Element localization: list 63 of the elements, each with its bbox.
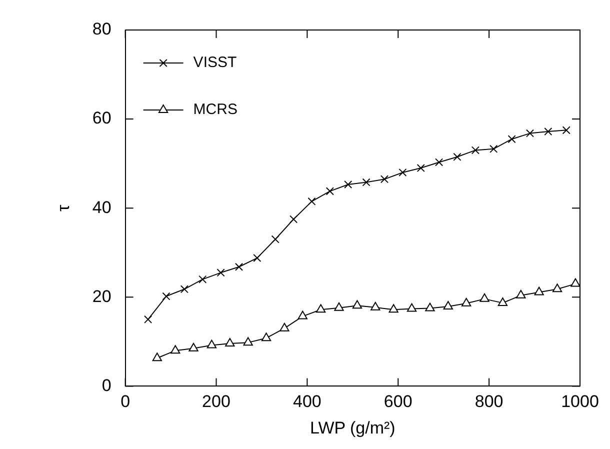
y-tick-label: 80 [92, 20, 112, 39]
point [425, 302, 435, 312]
point [216, 268, 225, 277]
point [480, 293, 490, 302]
x-tick-label: 1000 [561, 392, 599, 412]
point [152, 352, 162, 362]
x-tick-label: 400 [293, 392, 322, 412]
x-tick-label: 800 [474, 392, 504, 412]
point [398, 168, 407, 177]
point [471, 146, 480, 154]
point [162, 292, 170, 300]
point [334, 302, 344, 311]
legend-label: VISST [193, 54, 237, 72]
point [416, 164, 425, 172]
point [352, 300, 362, 309]
point [253, 254, 262, 262]
point [316, 304, 326, 313]
point [380, 175, 389, 184]
point [443, 301, 453, 310]
point [552, 284, 562, 292]
point [308, 197, 316, 206]
point [188, 342, 198, 352]
point [516, 290, 526, 298]
point [170, 345, 180, 354]
legend-label: MCRS [193, 101, 238, 118]
point [544, 127, 552, 136]
point [562, 126, 570, 134]
point [298, 310, 308, 320]
point [280, 322, 290, 332]
y-axis-title: τ [54, 204, 73, 212]
point [388, 304, 398, 313]
point [326, 187, 334, 196]
point [435, 158, 444, 166]
point [508, 135, 516, 144]
point [406, 303, 417, 312]
point [526, 129, 534, 138]
point [206, 340, 217, 348]
x-axis-title: LWP (g/m²) [310, 418, 396, 438]
point [370, 302, 380, 310]
point [344, 180, 352, 189]
y-tick-label: 60 [92, 108, 112, 128]
point [243, 337, 253, 346]
x-tick-label: 0 [120, 392, 130, 412]
point [180, 285, 188, 294]
point [498, 297, 508, 306]
point [453, 152, 462, 161]
x-tick-label: 600 [384, 392, 412, 412]
point [290, 215, 298, 224]
y-tick-label: 0 [102, 376, 112, 395]
point [570, 278, 580, 287]
y-tick-label: 40 [92, 198, 112, 217]
point [534, 286, 544, 296]
point [261, 332, 272, 342]
x-tick-label: 200 [202, 392, 230, 412]
point [198, 275, 207, 284]
point [144, 315, 152, 324]
point [234, 262, 244, 271]
point [225, 338, 235, 346]
point [271, 235, 280, 244]
y-tick-label: 20 [92, 286, 112, 306]
point [461, 298, 472, 306]
point [490, 144, 498, 153]
point [362, 178, 370, 186]
